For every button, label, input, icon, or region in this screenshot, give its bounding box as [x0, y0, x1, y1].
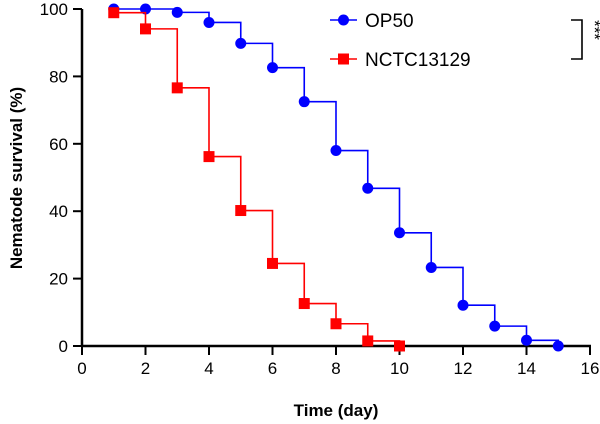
- data-point: [267, 62, 278, 74]
- data-point: [298, 96, 310, 108]
- x-tick-label: 12: [454, 359, 473, 378]
- data-point: [203, 151, 215, 163]
- data-point: [203, 16, 215, 28]
- data-point: [362, 335, 374, 347]
- y-tick-label: 20: [49, 270, 68, 289]
- data-point: [171, 6, 183, 18]
- x-axis-label: Time (day): [294, 401, 379, 420]
- series-line-nctc13129: [113, 11, 401, 346]
- significance-bracket: [571, 19, 583, 60]
- x-tick-label: 16: [581, 359, 600, 378]
- data-point: [108, 7, 120, 19]
- y-tick-label: 0: [59, 337, 68, 356]
- y-axis-label: Nematode survival (%): [7, 87, 26, 269]
- data-point: [235, 205, 247, 217]
- legend-marker: [338, 14, 349, 26]
- x-tick-label: 2: [141, 359, 150, 378]
- data-point: [362, 182, 374, 194]
- data-point: [298, 298, 310, 310]
- data-point: [521, 334, 532, 346]
- data-point: [489, 320, 501, 332]
- data-point: [140, 3, 151, 15]
- legend-label: OP50: [365, 11, 414, 32]
- data-point: [140, 23, 151, 35]
- data-point: [330, 145, 342, 157]
- legend-marker: [338, 53, 349, 65]
- y-tick-label: 80: [49, 67, 68, 86]
- data-point: [457, 299, 469, 311]
- data-point: [394, 227, 405, 239]
- x-tick-label: 10: [390, 359, 409, 378]
- data-point: [235, 37, 247, 49]
- y-tick-label: 60: [49, 135, 68, 154]
- x-tick-label: 8: [331, 359, 340, 378]
- significance-label: ***: [585, 20, 600, 40]
- x-tick-label: 6: [268, 359, 277, 378]
- data-point: [330, 318, 342, 330]
- y-tick-label: 100: [40, 0, 68, 19]
- data-point: [267, 257, 278, 269]
- data-point: [171, 82, 183, 94]
- x-tick-label: 14: [517, 359, 536, 378]
- data-point: [552, 340, 564, 352]
- legend-label: NCTC13129: [365, 50, 471, 71]
- y-tick-label: 40: [49, 202, 68, 221]
- x-tick-label: 0: [77, 359, 86, 378]
- data-point: [394, 340, 405, 352]
- x-tick-label: 4: [204, 359, 213, 378]
- data-point: [425, 261, 437, 273]
